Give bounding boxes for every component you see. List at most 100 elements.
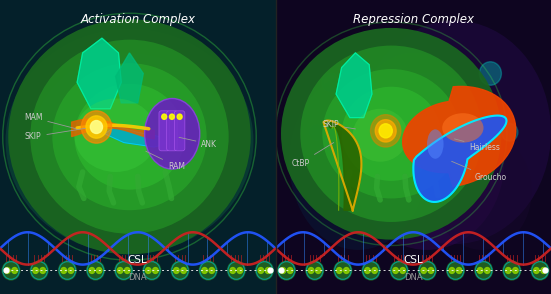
Circle shape: [362, 261, 380, 280]
Circle shape: [237, 268, 242, 273]
Circle shape: [316, 268, 321, 273]
Circle shape: [117, 268, 123, 273]
Circle shape: [170, 114, 174, 119]
Text: MAM: MAM: [24, 113, 76, 129]
Circle shape: [5, 268, 10, 273]
Ellipse shape: [353, 109, 408, 162]
Circle shape: [531, 261, 549, 280]
Circle shape: [153, 268, 158, 273]
Polygon shape: [323, 121, 361, 211]
Circle shape: [199, 261, 217, 280]
Polygon shape: [336, 53, 372, 118]
Circle shape: [174, 268, 179, 273]
Circle shape: [421, 268, 426, 273]
Text: CtBP: CtBP: [291, 143, 334, 168]
Circle shape: [505, 268, 511, 273]
FancyBboxPatch shape: [174, 111, 185, 151]
Ellipse shape: [300, 46, 482, 222]
Circle shape: [477, 268, 483, 273]
Ellipse shape: [358, 53, 468, 182]
Circle shape: [390, 261, 408, 280]
Circle shape: [68, 268, 74, 273]
FancyBboxPatch shape: [166, 111, 177, 151]
Circle shape: [393, 268, 398, 273]
Circle shape: [541, 268, 547, 273]
Ellipse shape: [358, 21, 551, 244]
Text: Repression Complex: Repression Complex: [353, 13, 474, 26]
Ellipse shape: [442, 113, 484, 143]
Circle shape: [428, 268, 434, 273]
Circle shape: [202, 268, 207, 273]
Polygon shape: [116, 53, 143, 103]
Text: SKIP: SKIP: [25, 128, 85, 141]
Circle shape: [258, 268, 263, 273]
Ellipse shape: [427, 129, 444, 159]
Circle shape: [256, 261, 273, 280]
Polygon shape: [72, 119, 154, 139]
Circle shape: [484, 268, 490, 273]
Circle shape: [533, 268, 539, 273]
Circle shape: [278, 261, 295, 280]
Circle shape: [372, 268, 377, 273]
Circle shape: [365, 268, 370, 273]
Circle shape: [447, 261, 464, 280]
Polygon shape: [403, 86, 516, 186]
Circle shape: [30, 261, 48, 280]
Circle shape: [96, 268, 102, 273]
Circle shape: [479, 62, 501, 85]
Circle shape: [87, 261, 104, 280]
Circle shape: [82, 111, 111, 143]
Circle shape: [344, 268, 349, 273]
Circle shape: [171, 261, 189, 280]
Circle shape: [375, 120, 396, 142]
Circle shape: [503, 261, 521, 280]
Ellipse shape: [74, 98, 157, 172]
Ellipse shape: [322, 69, 460, 198]
Circle shape: [90, 121, 102, 133]
Ellipse shape: [289, 74, 427, 250]
Circle shape: [310, 125, 323, 140]
Circle shape: [280, 268, 285, 273]
Circle shape: [322, 74, 339, 91]
Text: RAM: RAM: [146, 151, 185, 171]
Circle shape: [400, 268, 406, 273]
Text: Groucho: Groucho: [452, 161, 506, 182]
Ellipse shape: [52, 63, 207, 210]
Ellipse shape: [8, 19, 251, 254]
Text: Hairless: Hairless: [455, 139, 500, 151]
Circle shape: [379, 124, 392, 138]
Circle shape: [306, 261, 323, 280]
Ellipse shape: [6, 29, 253, 253]
Circle shape: [58, 261, 76, 280]
Circle shape: [143, 261, 161, 280]
Text: DNA: DNA: [404, 273, 423, 282]
Circle shape: [265, 268, 271, 273]
Ellipse shape: [33, 54, 226, 229]
Circle shape: [115, 261, 132, 280]
Ellipse shape: [30, 40, 229, 234]
Ellipse shape: [342, 87, 441, 181]
Circle shape: [228, 261, 245, 280]
Circle shape: [209, 268, 214, 273]
Polygon shape: [413, 116, 506, 202]
Polygon shape: [77, 38, 121, 109]
Circle shape: [177, 114, 182, 119]
Ellipse shape: [88, 104, 171, 179]
Text: DNA: DNA: [128, 273, 147, 282]
Ellipse shape: [350, 74, 504, 250]
Circle shape: [2, 261, 20, 280]
Circle shape: [419, 261, 436, 280]
Circle shape: [230, 268, 235, 273]
Circle shape: [161, 114, 166, 119]
Text: CSL: CSL: [403, 255, 423, 265]
Circle shape: [89, 268, 95, 273]
Circle shape: [337, 268, 342, 273]
FancyBboxPatch shape: [159, 111, 170, 151]
Circle shape: [181, 268, 186, 273]
Circle shape: [12, 268, 18, 273]
Circle shape: [86, 116, 107, 138]
Circle shape: [370, 115, 401, 147]
Circle shape: [33, 268, 39, 273]
Circle shape: [309, 268, 314, 273]
Ellipse shape: [61, 78, 198, 203]
